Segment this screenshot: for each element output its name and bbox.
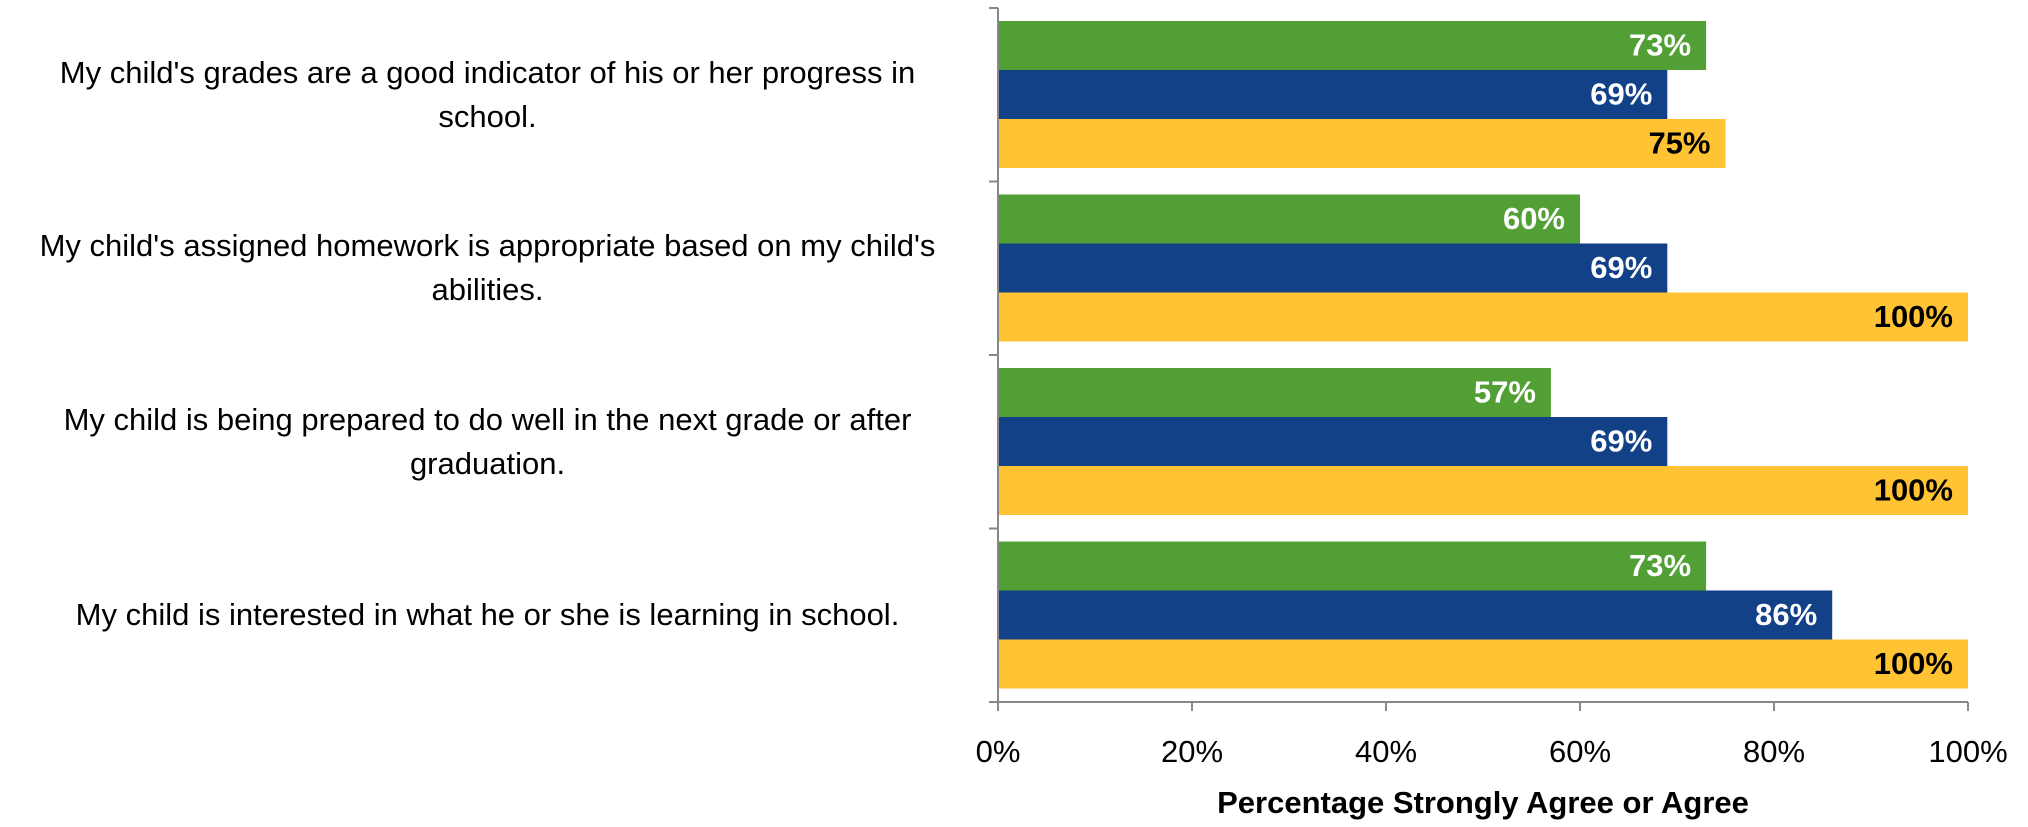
x-axis-title: Percentage Strongly Agree or Agree xyxy=(1217,785,1749,820)
x-tick-label: 80% xyxy=(1743,734,1805,769)
bar xyxy=(998,466,1968,515)
category-label: My child is interested in what he or she… xyxy=(75,597,900,632)
x-tick-label: 40% xyxy=(1355,734,1417,769)
bar xyxy=(998,417,1668,466)
data-label: 100% xyxy=(1874,473,1953,508)
bar xyxy=(998,243,1668,293)
bar xyxy=(998,119,1726,168)
data-label: 86% xyxy=(1755,597,1817,632)
x-tick-label: 100% xyxy=(1928,734,2007,769)
data-label: 69% xyxy=(1590,424,1652,459)
bar xyxy=(998,292,1968,342)
bar xyxy=(998,70,1668,119)
data-label: 60% xyxy=(1503,201,1565,236)
data-label: 73% xyxy=(1629,548,1691,583)
data-label: 73% xyxy=(1629,28,1691,63)
data-label: 100% xyxy=(1874,646,1953,681)
category-label: My child is being prepared to do well in… xyxy=(63,401,912,481)
data-label: 75% xyxy=(1648,126,1710,161)
data-label: 69% xyxy=(1590,77,1652,112)
category-label: My child's grades are a good indicator o… xyxy=(59,54,916,134)
x-tick-label: 20% xyxy=(1161,734,1223,769)
bar xyxy=(998,194,1580,244)
x-tick-label: 60% xyxy=(1549,734,1611,769)
bar xyxy=(998,639,1968,689)
x-tick-label: 0% xyxy=(976,734,1021,769)
data-label: 100% xyxy=(1874,299,1953,334)
category-label: My child's assigned homework is appropri… xyxy=(39,228,936,307)
bar xyxy=(998,368,1551,417)
bar xyxy=(998,21,1707,70)
bar xyxy=(998,541,1707,591)
data-label: 57% xyxy=(1474,375,1536,410)
bar xyxy=(998,590,1833,640)
data-label: 69% xyxy=(1590,250,1652,285)
